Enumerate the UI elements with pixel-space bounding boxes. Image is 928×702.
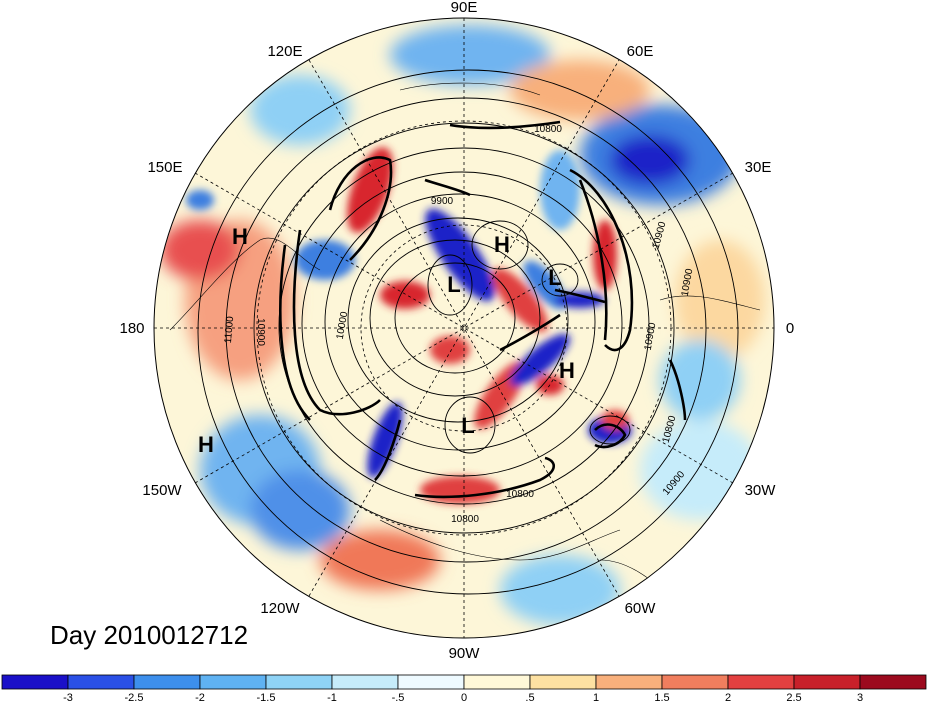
lon-label-150e: 150E	[147, 159, 182, 176]
low-center-label: L	[447, 272, 460, 297]
colorbar-swatch	[265, 674, 333, 690]
map-border	[153, 17, 775, 639]
colorbar-tick-label: -.5	[392, 692, 405, 702]
contour-label: 10800	[534, 124, 562, 135]
colorbar-tick-label: -2.5	[125, 692, 144, 702]
graticule	[154, 18, 774, 638]
colorbar-tick-label: .5	[525, 692, 534, 702]
lon-label-120e: 120E	[267, 43, 302, 60]
lon-label-150w: 150W	[142, 482, 182, 499]
contour-label: 10900	[680, 267, 696, 297]
lon-label-30e: 30E	[745, 159, 772, 176]
low-center-label: L	[461, 413, 474, 438]
contour-label: 10800	[506, 489, 534, 500]
colorbar-tick-label: 1.5	[654, 692, 669, 702]
contour-label: 10900	[255, 318, 266, 346]
day-label: Day 2010012712	[50, 620, 249, 650]
colorbar-tick-label: 2	[725, 692, 731, 702]
colorbar-tick-label: 2.5	[786, 692, 801, 702]
lon-label-90w: 90W	[449, 645, 481, 662]
colorbar-swatch	[331, 674, 399, 690]
colorbar-swatch	[133, 674, 201, 690]
colorbar-swatch	[1, 674, 69, 690]
high-center-label: H	[559, 358, 575, 383]
high-center-label: H	[232, 224, 248, 249]
colorbar-swatch	[793, 674, 861, 690]
colorbar-tick-label: -3	[63, 692, 73, 702]
colorbar-swatch	[463, 674, 531, 690]
colorbar-swatch	[397, 674, 465, 690]
contour-label: 11000	[223, 315, 236, 343]
colorbar-tick-label: 0	[461, 692, 467, 702]
colorbar-tick-label: 1	[593, 692, 599, 702]
colorbar-swatch	[859, 674, 927, 690]
high-center-label: H	[198, 432, 214, 457]
height-contours	[197, 69, 739, 595]
colorbar-tick-label: 3	[857, 692, 863, 702]
colorbar: -3 -2.5 -2 -1.5 -1 -.5 0 .5 1 1.5 2 2.5 3	[1, 674, 927, 702]
colorbar-swatch	[199, 674, 267, 690]
contour-label: 10900	[643, 321, 659, 351]
contour-label: 10000	[335, 310, 351, 340]
jet-contours	[279, 120, 687, 499]
lon-label-60w: 60W	[625, 600, 657, 617]
colorbar-swatch	[67, 674, 135, 690]
colorbar-swatch	[727, 674, 795, 690]
lon-label-120w: 120W	[260, 600, 300, 617]
lon-label-180: 180	[119, 320, 144, 337]
lon-label-60e: 60E	[627, 43, 654, 60]
contour-label: 9900	[431, 196, 454, 207]
colorbar-tick-label: -1	[327, 692, 337, 702]
colorbar-swatch	[595, 674, 663, 690]
high-center-label: H	[494, 232, 510, 257]
lon-label-90e: 90E	[451, 0, 478, 16]
low-center-label: L	[548, 265, 561, 290]
colorbar-swatch	[661, 674, 729, 690]
colorbar-tick-label: -1.5	[257, 692, 276, 702]
contour-label: 10800	[451, 514, 479, 525]
colorbar-swatch	[529, 674, 597, 690]
colorbar-tick-label: -2	[195, 692, 205, 702]
lon-label-0: 0	[786, 320, 794, 337]
lon-label-30w: 30W	[745, 482, 777, 499]
